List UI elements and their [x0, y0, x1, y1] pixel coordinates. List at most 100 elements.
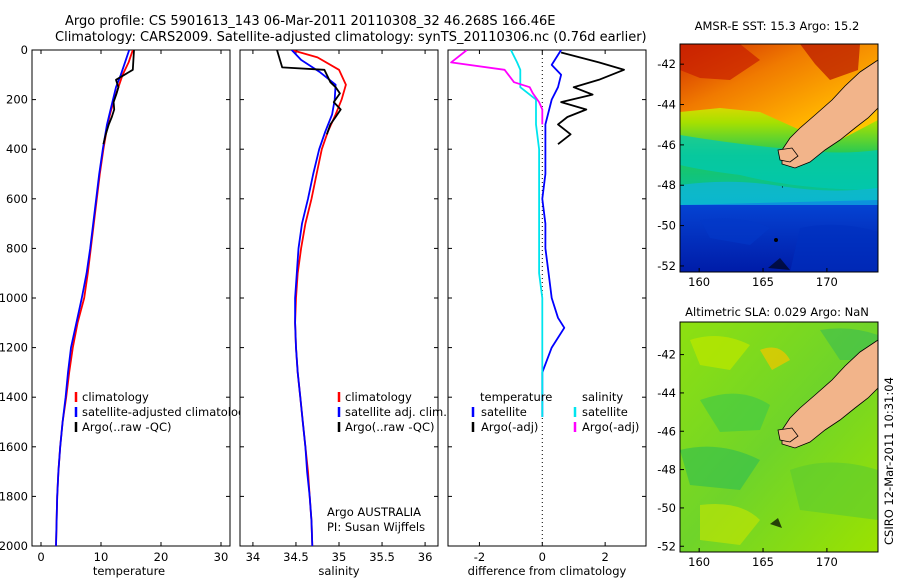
difference-legend: temperature satellite Argo(-adj) salinit…	[471, 390, 639, 434]
y-tick-label: 1200	[0, 341, 28, 355]
figure-title-line1: Argo profile: CS 5901613_143 06-Mar-2011…	[65, 14, 555, 29]
x-tick-label: 20	[154, 550, 169, 564]
series-line-argo-raw-qc-	[276, 50, 342, 135]
difference-depth-ticks	[448, 49, 646, 547]
legend-label-argo: Argo(..raw -QC)	[345, 420, 435, 434]
lon-tick-label: 165	[752, 555, 774, 569]
series-line-satellite-adj-clim-	[291, 50, 337, 546]
lat-tick-label: -42	[657, 348, 676, 362]
generation-timestamp: CSIRO 12-Mar-2011 10:31:04	[882, 377, 896, 545]
temperature-panel: 0 200 400 600 800 1000 1200 1400 1600 1800 2000 0 1…	[0, 43, 252, 578]
sst-lat-ticks: -42 -44 -46 -48 -50 -52	[657, 57, 684, 273]
salinity-axis-label: salinity	[318, 564, 359, 578]
salinity-plot-frame	[239, 49, 439, 547]
legend-label-temp-argo: Argo(-adj)	[481, 420, 538, 434]
lat-tick-label: -46	[657, 424, 676, 438]
x-tick-label: 34.5	[283, 550, 309, 564]
y-tick-label: 2000	[0, 539, 28, 553]
legend-label-sal-satellite: satellite	[582, 405, 628, 419]
salinity-depth-ticks	[240, 49, 438, 547]
x-tick-label: 35	[332, 550, 347, 564]
legend-heading-temperature: temperature	[480, 390, 552, 404]
legend-label-satellite: satellite adj. clim.	[345, 405, 447, 419]
y-tick-label: 200	[6, 93, 28, 107]
y-tick-label: 1600	[0, 440, 28, 454]
legend-label-sal-argo: Argo(-adj)	[582, 420, 639, 434]
x-tick-label: 35.5	[369, 550, 395, 564]
lon-tick-label: 165	[752, 275, 774, 289]
y-tick-label: 1400	[0, 390, 28, 404]
sla-lon-ticks: 160 165 170	[688, 548, 838, 569]
legend-heading-salinity: salinity	[582, 390, 623, 404]
series-line-satellite-adjusted-climatology	[55, 50, 131, 546]
series-line-satellite-temperature-	[541, 50, 566, 417]
x-tick-label: 10	[94, 550, 109, 564]
lat-tick-label: -48	[657, 178, 676, 192]
difference-axis-label: difference from climatology	[468, 564, 627, 578]
x-tick-label: 34	[246, 550, 261, 564]
y-tick-label: 0	[21, 43, 28, 57]
sst-field	[680, 44, 878, 272]
salinity-axis-ticks: 34 34.5 35 35.5 36	[246, 50, 433, 564]
temperature-legend: climatology satellite-adjusted climatolo…	[74, 390, 252, 434]
sst-lon-ticks: 160 165 170	[688, 268, 838, 289]
lat-tick-label: -50	[657, 219, 676, 233]
temperature-axis-ticks: 0 10 20 30	[37, 50, 228, 564]
salinity-series-lines	[276, 50, 347, 546]
lat-tick-label: -48	[657, 463, 676, 477]
sla-map-frame	[679, 321, 879, 553]
series-line-argo-raw-qc-	[102, 50, 135, 145]
figure-title-line2: Climatology: CARS2009. Satellite-adjuste…	[55, 30, 647, 45]
legend-label-argo: Argo(..raw -QC)	[82, 420, 172, 434]
sst-map-title: AMSR-E SST: 15.3 Argo: 15.2	[695, 19, 860, 33]
lon-tick-label: 170	[816, 275, 838, 289]
sla-map-title: Altimetric SLA: 0.029 Argo: NaN	[685, 305, 869, 319]
temperature-plot-frame	[31, 49, 231, 547]
sst-map-frame	[679, 43, 879, 273]
lon-tick-label: 160	[688, 555, 710, 569]
difference-series-lines	[450, 50, 625, 417]
temperature-series-lines	[55, 50, 135, 546]
x-tick-label: 0	[37, 550, 44, 564]
y-tick-label: 400	[6, 142, 28, 156]
x-tick-label: 30	[214, 550, 229, 564]
lat-tick-label: -44	[657, 98, 676, 112]
y-tick-label: 800	[6, 241, 28, 255]
x-tick-label: 2	[601, 550, 608, 564]
sla-lat-ticks: -42 -44 -46 -48 -50 -52	[657, 348, 684, 553]
lat-tick-label: -52	[657, 259, 676, 273]
lat-tick-label: -52	[657, 539, 676, 553]
lon-tick-label: 160	[688, 275, 710, 289]
series-line-argo-adj-temperature-	[557, 51, 625, 145]
legend-label-temp-satellite: satellite	[481, 405, 527, 419]
sla-map: Altimetric SLA: 0.029 Argo: NaN -42-44-4…	[657, 305, 879, 569]
lat-tick-label: -44	[657, 386, 676, 400]
sst-map: AMSR-E SST: 15.3 Argo: 15.2 -42 -44 -46 -48…	[657, 19, 879, 289]
sla-field	[680, 322, 878, 552]
float-owner-label: Argo AUSTRALIA	[327, 505, 421, 519]
difference-plot-frame	[447, 49, 647, 547]
x-tick-label: 0	[539, 550, 546, 564]
depth-axis-ticks: 0 200 400 600 800 1000 1200 1400 1600 1800 2000	[0, 43, 230, 553]
y-tick-label: 1000	[0, 291, 28, 305]
difference-axis-ticks: -2 0 2	[474, 50, 609, 564]
x-tick-label: -2	[474, 550, 485, 564]
salinity-panel: 34 34.5 35 35.5 36 climatology satellite adj…	[239, 49, 447, 578]
temperature-axis-label: temperature	[93, 564, 165, 578]
difference-panel: -2 0 2 temperature satellite Argo(-adj) sa…	[447, 49, 647, 578]
salinity-legend: climatology satellite adj. clim. Argo(..…	[337, 390, 447, 434]
y-tick-label: 600	[6, 192, 28, 206]
lat-tick-label: -42	[657, 57, 676, 71]
lat-tick-label: -46	[657, 138, 676, 152]
legend-label-climatology: climatology	[345, 390, 412, 404]
float-pi-label: PI: Susan Wijffels	[327, 520, 425, 534]
lon-tick-label: 170	[816, 555, 838, 569]
lat-tick-label: -50	[657, 501, 676, 515]
y-tick-label: 1800	[0, 489, 28, 503]
legend-label-climatology: climatology	[82, 390, 149, 404]
x-tick-label: 36	[418, 550, 433, 564]
series-line-argo-adj-salinity-	[450, 50, 544, 125]
legend-label-satellite: satellite-adjusted climatology	[82, 405, 252, 419]
sst-argo-position-marker: ·	[781, 183, 784, 193]
